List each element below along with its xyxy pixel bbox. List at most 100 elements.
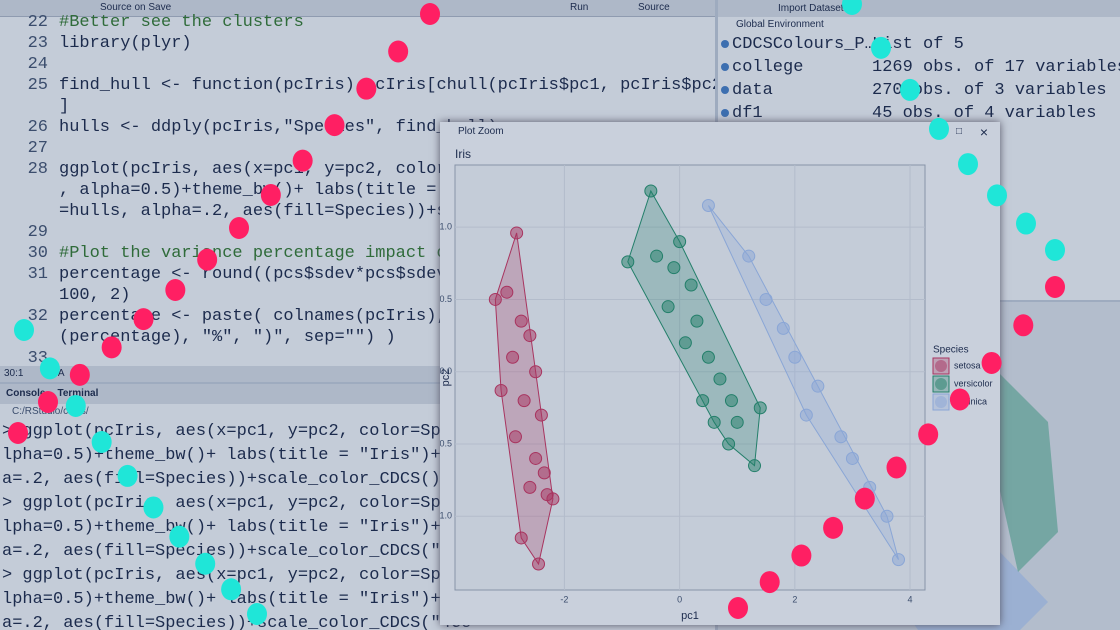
point: [673, 235, 687, 249]
line-number: [0, 180, 59, 201]
line-number: [0, 285, 59, 306]
point: [678, 336, 692, 350]
y-tick-label: 0.5: [440, 294, 452, 304]
legend-label: versicolor: [954, 378, 993, 388]
console-line: a=.2, aes(fill=Species))+scale_color_CDC…: [2, 542, 472, 561]
env-scope[interactable]: Global Environment: [736, 19, 824, 30]
code-text: #Plot the variance percentage impact of …: [59, 244, 498, 263]
point: [722, 437, 736, 451]
close-button[interactable]: ×: [979, 124, 988, 140]
code-text: 100, 2): [59, 286, 131, 305]
point: [537, 466, 551, 480]
line-number: 28: [27, 160, 48, 179]
env-name[interactable]: CDCSColours_P…: [732, 35, 875, 54]
toolbar-button[interactable]: Run: [570, 2, 589, 13]
point: [546, 492, 560, 506]
point: [661, 300, 675, 314]
chart-title: Iris: [455, 147, 471, 161]
env-row: data 270 obs. of 3 variables: [718, 79, 1120, 102]
point: [534, 408, 548, 422]
point: [523, 329, 537, 343]
env-value: 1269 obs. of 17 variables: [872, 58, 1120, 77]
code-line: ]: [0, 96, 715, 117]
point: [845, 451, 859, 465]
plot-zoom-window: Plot Zoom – □ × Iris -2 0 2 4 -1.0 -0.5 0.0 0.5 1…: [440, 122, 1000, 625]
env-name[interactable]: data: [732, 81, 773, 100]
point: [730, 415, 744, 429]
y-axis-label: pc2: [440, 369, 452, 387]
point: [523, 480, 537, 494]
point: [621, 255, 635, 269]
line-number: 27: [27, 139, 48, 158]
status-item: PCA: [44, 368, 65, 379]
point: [650, 249, 664, 263]
line-number: 29: [27, 223, 48, 242]
window-titlebar: Plot Zoom – □ ×: [440, 122, 1000, 142]
point: [799, 408, 813, 422]
console-tab[interactable]: Terminal: [57, 388, 99, 399]
line-number: [0, 201, 59, 222]
legend-label: virginica: [954, 396, 987, 406]
point: [724, 394, 738, 408]
point: [488, 292, 502, 306]
minimize-button[interactable]: –: [934, 126, 940, 137]
code-text: #Better see the clusters: [59, 13, 304, 32]
row-icon: [721, 109, 729, 117]
point: [759, 292, 773, 306]
point: [701, 198, 715, 212]
x-tick-label: 2: [792, 594, 797, 604]
console-tab[interactable]: Console: [6, 388, 46, 399]
code-line: 27: [0, 138, 715, 159]
console-line: a=.2, aes(fill=Species))+scale_color_CDC…: [2, 614, 472, 630]
console-line: a=.2, aes(fill=Species))+scale_color_CDC…: [2, 470, 441, 489]
point: [863, 480, 877, 494]
x-axis-label: pc1: [681, 610, 699, 622]
env-name[interactable]: df1: [732, 104, 763, 123]
point: [748, 459, 762, 473]
code-line: 24: [0, 54, 715, 75]
point: [713, 372, 727, 386]
y-tick-label: -1.0: [440, 511, 452, 521]
toolbar-button[interactable]: Source on Save: [100, 2, 172, 13]
env-value: 45 obs. of 4 variables: [872, 104, 1097, 123]
point: [892, 553, 906, 567]
point: [696, 394, 710, 408]
point: [517, 394, 531, 408]
line-number: 22: [27, 13, 48, 32]
code-text: find_hull <- function(pcIris) pcIris[chu…: [59, 76, 715, 95]
point: [500, 285, 514, 299]
toolbar-button[interactable]: Source: [638, 2, 670, 13]
point: [667, 261, 681, 275]
point: [644, 184, 658, 198]
row-icon: [721, 86, 729, 94]
maximize-button[interactable]: □: [955, 126, 962, 137]
background-hull: [988, 362, 1058, 572]
code-line: (percentage), "%", ")", sep="") ): [0, 327, 715, 348]
point: [834, 430, 848, 444]
env-name[interactable]: college: [732, 58, 804, 77]
code-line: 23 library(plyr): [0, 33, 715, 54]
env-row: df1 45 obs. of 4 variables: [718, 102, 1120, 125]
x-tick-label: 4: [908, 594, 913, 604]
point: [514, 314, 528, 328]
env-value: List of 5: [872, 35, 964, 54]
window-title: Plot Zoom: [458, 126, 504, 137]
status-item: 30:1: [4, 368, 24, 379]
point: [529, 451, 543, 465]
code-line: =hulls, alpha=.2, aes(fill=Species))+sca…: [0, 201, 715, 222]
toolbar-button[interactable]: Import Dataset: [778, 3, 844, 14]
legend-key-point: [935, 360, 947, 372]
hull: [707, 205, 899, 560]
line-number: [0, 327, 59, 348]
legend-key-point: [935, 378, 947, 390]
point: [811, 379, 825, 393]
y-tick-label: 0.0: [440, 366, 452, 376]
line-number: 31: [27, 265, 48, 284]
env-row: college 1269 obs. of 17 variables: [718, 56, 1120, 79]
line-number: 25: [27, 76, 48, 95]
x-tick-label: -2: [560, 594, 568, 604]
row-icon: [721, 63, 729, 71]
code-text: library(plyr): [59, 34, 192, 53]
point: [508, 430, 522, 444]
